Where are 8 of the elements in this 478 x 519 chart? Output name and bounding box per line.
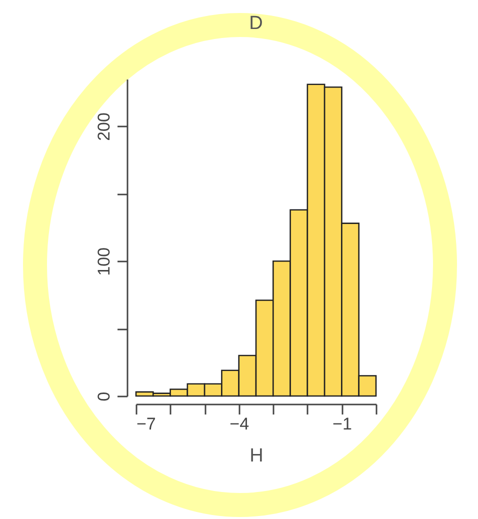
- x-axis-title: H: [250, 446, 264, 466]
- x-tick-label: −4: [230, 414, 250, 434]
- y-tick-label: 0: [94, 392, 114, 402]
- chart-title: D: [249, 13, 263, 34]
- y-tick-label: 200: [94, 112, 114, 141]
- y-tick-label: 100: [94, 247, 114, 276]
- x-tick-label: −7: [136, 414, 156, 434]
- x-tick-label: −1: [332, 414, 352, 434]
